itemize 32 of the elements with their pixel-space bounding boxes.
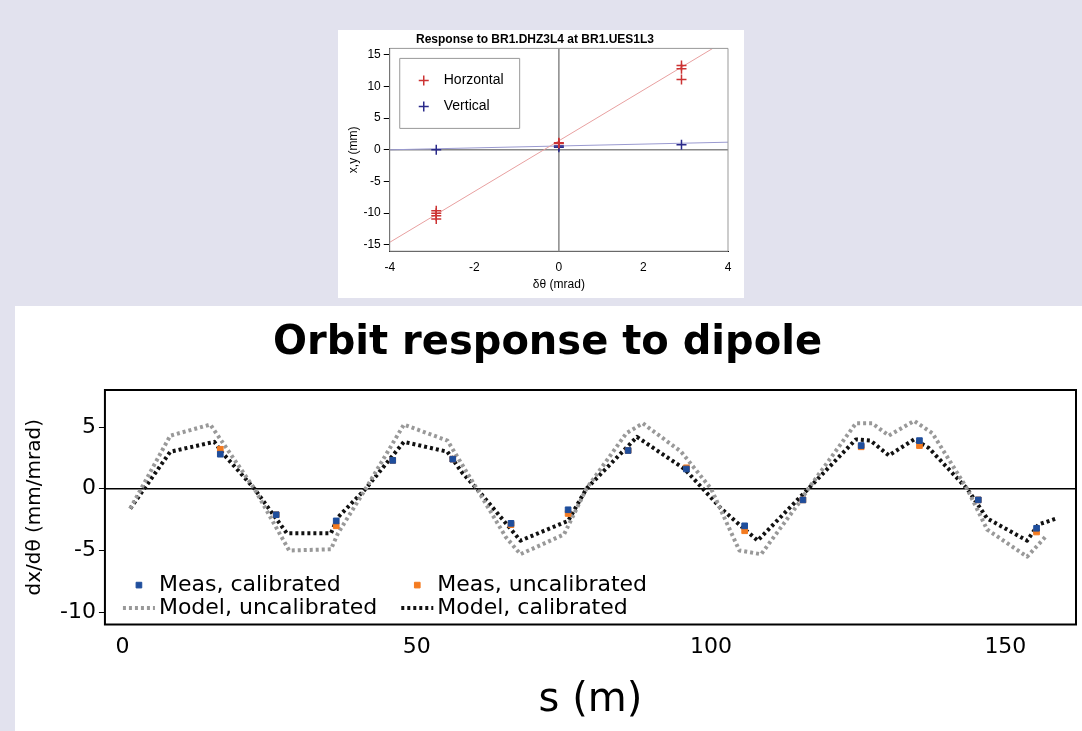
x-tick-label: 0 [555, 259, 563, 274]
legend-label: Model, uncalibrated [158, 593, 378, 619]
x-axis-title: s (m) [538, 674, 643, 721]
y-axis-title: dx/dθ (mm/mrad) [21, 419, 46, 596]
y-tick-label: -5 [370, 173, 382, 188]
x-tick-label: 100 [690, 632, 733, 658]
y-axis-title: x,y (mm) [345, 126, 360, 174]
y-tick-label: 5 [374, 110, 382, 125]
legend-label: Meas, uncalibrated [437, 570, 648, 596]
x-tick-label: 0 [115, 632, 130, 658]
x-tick-label: 4 [724, 259, 732, 274]
y-tick-label: 0 [374, 142, 382, 157]
legend-label: Meas, calibrated [158, 570, 341, 596]
legend-label: Model, calibrated [437, 593, 628, 619]
legend-label: Vertical [443, 97, 490, 114]
chart-title: Orbit response to dipole [272, 317, 823, 364]
y-tick-label: -10 [363, 205, 382, 220]
y-tick-label: -15 [363, 237, 382, 252]
y-tick-label: 10 [367, 78, 382, 93]
y-tick-label: 0 [81, 474, 96, 500]
legend-label: Horzontal [443, 71, 504, 88]
chart-title: Response to BR1.DHZ3L4 at BR1.UES1L3 [415, 31, 655, 46]
x-axis-title: δθ (mrad) [532, 277, 585, 292]
y-tick-label: 5 [81, 412, 96, 438]
y-tick-label: -10 [60, 597, 96, 623]
x-tick-label: 150 [984, 632, 1027, 658]
x-tick-label: -4 [384, 259, 396, 274]
y-tick-label: -5 [74, 536, 96, 562]
x-tick-label: 2 [640, 259, 648, 274]
x-tick-label: -2 [468, 259, 480, 274]
y-tick-label: 15 [367, 47, 382, 62]
x-tick-label: 50 [402, 632, 431, 658]
